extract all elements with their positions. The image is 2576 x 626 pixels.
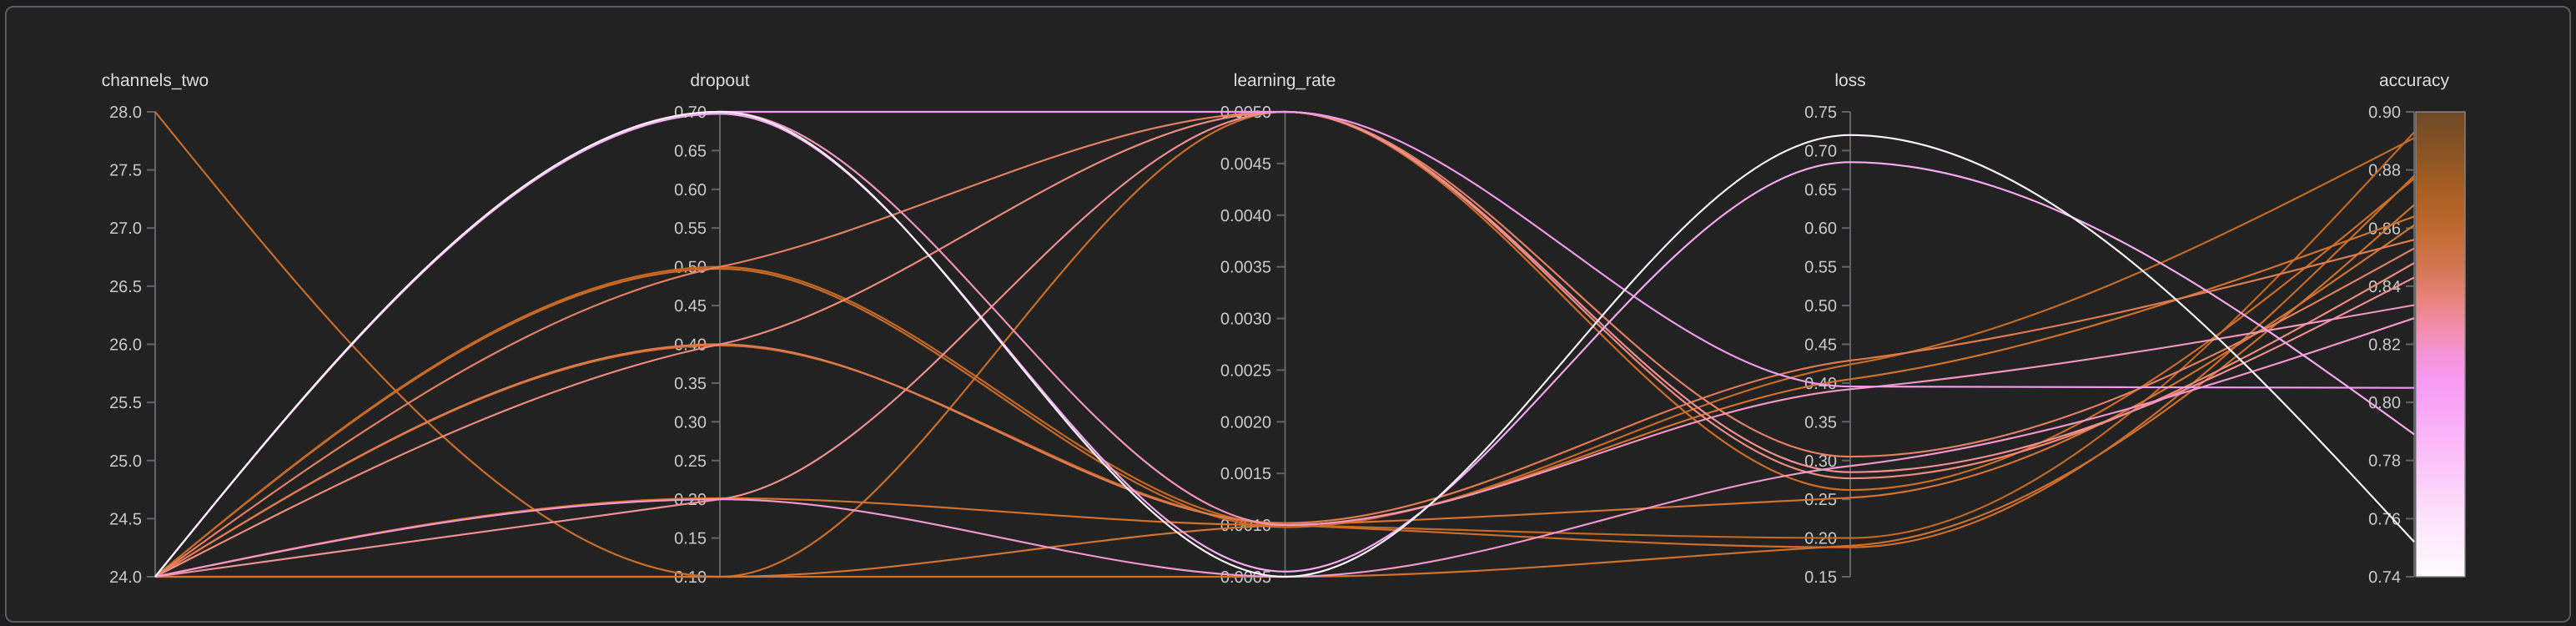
- svg-text:0.74: 0.74: [2368, 568, 2401, 587]
- svg-text:0.75: 0.75: [1804, 103, 1837, 122]
- svg-text:0.55: 0.55: [674, 220, 707, 238]
- svg-text:0.15: 0.15: [1804, 568, 1837, 587]
- svg-text:0.88: 0.88: [2368, 162, 2401, 180]
- svg-text:0.78: 0.78: [2368, 452, 2401, 471]
- svg-text:0.65: 0.65: [1804, 181, 1837, 199]
- svg-text:dropout: dropout: [690, 71, 749, 90]
- svg-text:0.20: 0.20: [1804, 530, 1837, 548]
- svg-text:0.45: 0.45: [1804, 336, 1837, 355]
- svg-text:learning_rate: learning_rate: [1234, 71, 1336, 90]
- svg-text:0.60: 0.60: [1804, 220, 1837, 238]
- svg-text:channels_two: channels_two: [102, 71, 209, 90]
- svg-text:25.0: 25.0: [109, 452, 142, 471]
- svg-text:0.30: 0.30: [1804, 452, 1837, 471]
- svg-text:0.0040: 0.0040: [1220, 207, 1271, 225]
- svg-text:24.0: 24.0: [109, 568, 142, 587]
- svg-text:0.80: 0.80: [2368, 394, 2401, 412]
- svg-text:0.35: 0.35: [1804, 413, 1837, 432]
- svg-text:26.0: 26.0: [109, 336, 142, 355]
- svg-text:0.25: 0.25: [674, 452, 707, 471]
- svg-text:0.76: 0.76: [2368, 510, 2401, 528]
- svg-text:0.0015: 0.0015: [1220, 465, 1271, 483]
- svg-text:0.90: 0.90: [2368, 103, 2401, 122]
- svg-text:accuracy: accuracy: [2379, 71, 2450, 90]
- svg-text:26.5: 26.5: [109, 278, 142, 296]
- svg-text:0.30: 0.30: [674, 413, 707, 432]
- svg-text:27.0: 27.0: [109, 220, 142, 238]
- svg-text:0.0035: 0.0035: [1220, 259, 1271, 277]
- svg-text:0.0020: 0.0020: [1220, 413, 1271, 432]
- svg-text:0.25: 0.25: [1804, 491, 1837, 509]
- svg-text:0.55: 0.55: [1804, 259, 1837, 277]
- svg-text:25.5: 25.5: [109, 394, 142, 412]
- svg-text:0.60: 0.60: [674, 181, 707, 199]
- svg-text:24.5: 24.5: [109, 510, 142, 528]
- svg-text:0.35: 0.35: [674, 375, 707, 393]
- svg-text:0.45: 0.45: [674, 297, 707, 316]
- svg-text:0.84: 0.84: [2368, 278, 2401, 296]
- svg-text:27.5: 27.5: [109, 162, 142, 180]
- svg-text:0.70: 0.70: [1804, 142, 1837, 160]
- svg-text:0.50: 0.50: [1804, 297, 1837, 316]
- svg-text:0.65: 0.65: [674, 142, 707, 160]
- svg-text:0.0025: 0.0025: [1220, 361, 1271, 380]
- svg-text:28.0: 28.0: [109, 103, 142, 122]
- svg-text:0.15: 0.15: [674, 530, 707, 548]
- svg-text:0.0045: 0.0045: [1220, 155, 1271, 174]
- svg-text:loss: loss: [1834, 71, 1865, 90]
- svg-text:0.82: 0.82: [2368, 336, 2401, 355]
- svg-text:0.0030: 0.0030: [1220, 310, 1271, 329]
